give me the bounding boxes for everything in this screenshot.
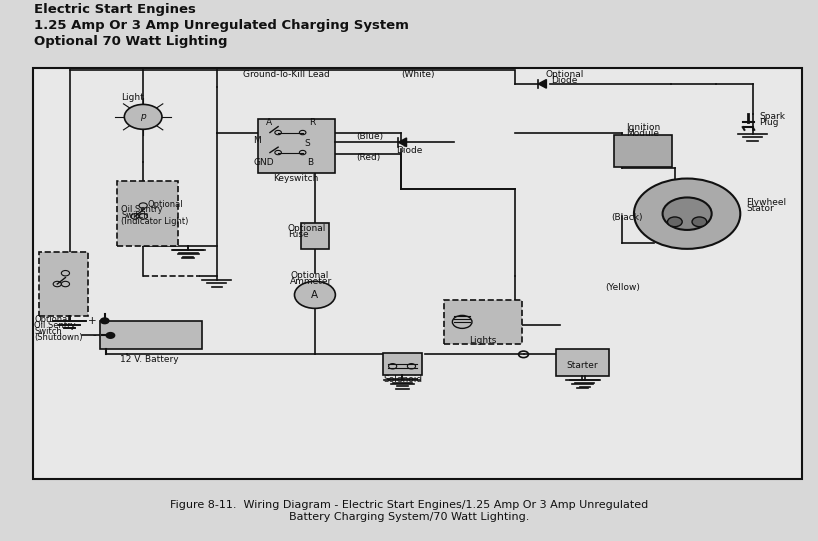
Text: Fuse: Fuse	[288, 230, 308, 239]
Text: +: +	[88, 316, 97, 326]
Text: Ground-To-Kill Lead: Ground-To-Kill Lead	[243, 70, 330, 79]
Text: A: A	[266, 118, 272, 127]
Bar	[258, 119, 335, 173]
Text: Oil Sentry: Oil Sentry	[34, 321, 76, 329]
Text: Optional 70 Watt Lighting: Optional 70 Watt Lighting	[34, 35, 228, 48]
Bar	[444, 300, 522, 344]
Circle shape	[106, 333, 115, 338]
Text: A: A	[312, 290, 318, 300]
Text: Optional: Optional	[546, 70, 583, 79]
Circle shape	[634, 179, 740, 249]
Text: Flywheel: Flywheel	[746, 199, 786, 207]
Text: Ammeter: Ammeter	[290, 278, 333, 286]
Circle shape	[101, 318, 109, 324]
Text: (Indicator Light): (Indicator Light)	[121, 217, 188, 226]
Text: Spark: Spark	[759, 112, 785, 121]
Text: Ignition: Ignition	[626, 123, 660, 131]
Text: Light: Light	[121, 93, 144, 102]
Text: Diode: Diode	[551, 76, 578, 85]
Bar	[556, 349, 609, 376]
Text: B: B	[307, 158, 312, 167]
Text: Diode: Diode	[396, 146, 422, 155]
Bar	[100, 321, 202, 349]
Polygon shape	[538, 80, 546, 88]
Circle shape	[663, 197, 712, 230]
Text: M: M	[254, 136, 261, 145]
Bar	[39, 252, 88, 316]
Text: Optional: Optional	[147, 200, 183, 209]
Text: Figure 8-11.  Wiring Diagram - Electric Start Engines/1.25 Amp Or 3 Amp Unregula: Figure 8-11. Wiring Diagram - Electric S…	[170, 500, 648, 522]
Text: Keyswitch: Keyswitch	[273, 174, 319, 183]
Text: Module: Module	[627, 129, 659, 137]
Text: Stator: Stator	[746, 204, 774, 213]
Text: Oil Sentry: Oil Sentry	[121, 206, 163, 214]
Text: 12 V. Battery: 12 V. Battery	[120, 355, 179, 364]
Text: Starter: Starter	[567, 361, 598, 370]
Bar	[614, 135, 672, 167]
Bar	[117, 181, 178, 246]
Text: Optional: Optional	[288, 224, 326, 233]
Text: R: R	[309, 118, 316, 127]
Bar	[33, 68, 802, 479]
Text: (Shutdown): (Shutdown)	[34, 333, 83, 341]
Text: Optional: Optional	[290, 272, 329, 280]
Polygon shape	[398, 138, 407, 147]
Text: (Black): (Black)	[611, 213, 643, 222]
Text: Switch: Switch	[121, 212, 149, 220]
Text: Plug: Plug	[759, 118, 779, 127]
Text: Solenoid: Solenoid	[383, 375, 422, 384]
Text: Electric Start Engines: Electric Start Engines	[34, 3, 196, 16]
Text: GND: GND	[254, 158, 274, 167]
Text: S: S	[304, 139, 310, 148]
Bar	[383, 353, 422, 375]
Text: (White): (White)	[401, 70, 434, 79]
Circle shape	[124, 104, 162, 129]
Text: -: -	[92, 331, 97, 340]
Text: Lights: Lights	[469, 337, 497, 345]
Circle shape	[692, 217, 707, 227]
Text: Optional: Optional	[34, 315, 70, 324]
Text: 1.25 Amp Or 3 Amp Unregulated Charging System: 1.25 Amp Or 3 Amp Unregulated Charging S…	[34, 19, 409, 32]
Bar	[301, 223, 329, 249]
Circle shape	[667, 217, 682, 227]
Text: p: p	[140, 113, 146, 121]
Text: (Yellow): (Yellow)	[605, 283, 640, 292]
Text: (Red): (Red)	[356, 154, 380, 162]
Text: Switch: Switch	[34, 327, 62, 335]
Text: (Blue): (Blue)	[356, 132, 383, 141]
Circle shape	[294, 281, 335, 308]
